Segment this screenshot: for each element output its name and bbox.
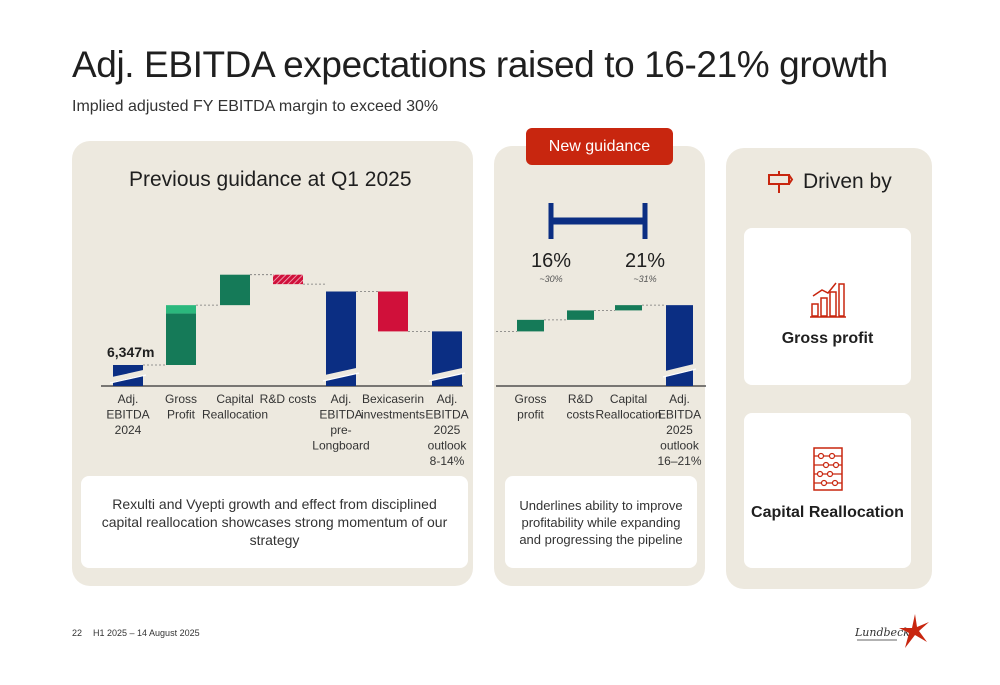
left-bar-5-break-gap [322, 367, 360, 381]
driver-card-gross-profit: Gross profit [744, 228, 911, 385]
left-bar-2 [166, 313, 196, 365]
driven-by-title: Driven by [803, 170, 892, 193]
left-bar-7-break-gap [428, 367, 466, 381]
mid-tick-3: Capital Reallocation [595, 392, 661, 422]
mid-tick-1: Gross profit [514, 392, 546, 422]
left-tick-6: Bexicaserin investments [361, 392, 425, 422]
left-tick-1: Adj. EBITDA 2024 [106, 392, 149, 437]
new-guidance-note: Underlines ability to improve profitabil… [505, 476, 697, 568]
range-low-label: 16% [531, 250, 571, 272]
mid-tick-2: R&D costs [566, 392, 594, 422]
page-subtitle: Implied adjusted FY EBITDA margin to exc… [72, 98, 439, 115]
left-tick-4: R&D costs [260, 392, 317, 406]
left-bar-1-break-line [109, 374, 147, 384]
mid-bar-4-break-line [662, 368, 697, 378]
footer-meta: H1 2025 – 14 August 2025 [93, 628, 200, 638]
page-title: Adj. EBITDA expectations raised to 16-21… [72, 44, 888, 85]
mid-tick-4: Adj. EBITDA 2025 outlook 16–21% [657, 392, 701, 468]
lundbeck-logo: Lundbeck [855, 614, 929, 648]
abacus-icon [813, 447, 843, 491]
left-tick-2: Gross Profit [165, 392, 197, 422]
left-bar-6 [378, 291, 408, 332]
driver-label-capital-reallocation: Capital Reallocation [751, 504, 904, 521]
page-number: 22 [72, 628, 83, 638]
left-tick-3: Capital Reallocation [202, 392, 268, 422]
signpost-icon [768, 171, 794, 193]
left-tick-7: Adj. EBITDA 2025 outlook 8-14% [425, 392, 468, 468]
mid-bar-1 [517, 319, 544, 332]
left-bar-4 [273, 274, 303, 285]
left-bar-2-top [166, 305, 196, 314]
bar-chart-icon [810, 282, 846, 318]
svg-text:Lundbeck: Lundbeck [855, 626, 910, 639]
previous-guidance-title: Previous guidance at Q1 2025 [129, 168, 412, 191]
new-guidance-badge: New guidance [526, 128, 673, 165]
left-bar-1-break-gap [109, 369, 147, 383]
left-bar-3 [220, 274, 250, 306]
driven-by-header: Driven by [766, 168, 892, 196]
range-high-label: 21% [625, 250, 665, 272]
left-bar-5-break-line [322, 372, 360, 382]
mid-bar-4-break-gap [662, 363, 697, 377]
left-data-label: 6,347m [107, 344, 154, 360]
driver-label-gross-profit: Gross profit [781, 330, 874, 347]
left-bar-7-break-line [428, 372, 466, 382]
left-tick-5: Adj. EBITDA pre-Longboard [312, 392, 369, 453]
mid-bar-3 [615, 305, 642, 311]
range-low-sub: ~30% [539, 274, 562, 284]
range-high-sub: ~31% [633, 274, 656, 284]
driver-card-capital-reallocation: Capital Reallocation [744, 413, 911, 568]
previous-guidance-note: Rexulti and Vyepti growth and effect fro… [81, 476, 468, 568]
mid-bar-2 [567, 310, 594, 320]
